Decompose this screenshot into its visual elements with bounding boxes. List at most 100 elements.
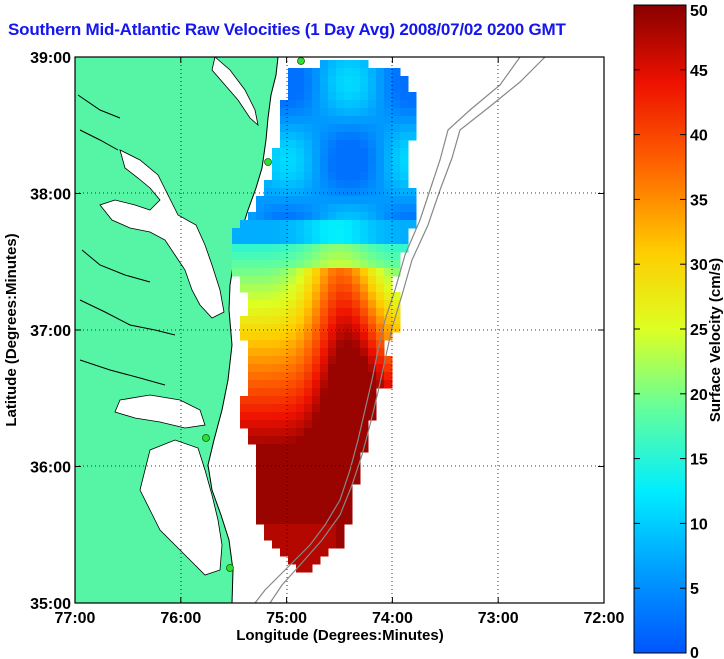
- velocity-cell: [352, 364, 361, 373]
- velocity-cell: [280, 468, 289, 477]
- velocity-cell: [256, 436, 265, 445]
- velocity-cell: [264, 428, 273, 437]
- velocity-cell: [296, 196, 305, 205]
- velocity-cell: [272, 444, 281, 453]
- velocity-cell: [336, 180, 345, 189]
- velocity-cell: [288, 180, 297, 189]
- velocity-cell: [336, 396, 345, 405]
- velocity-cell: [352, 380, 361, 389]
- velocity-cell: [320, 124, 329, 133]
- velocity-cell: [392, 124, 401, 133]
- velocity-cell: [240, 228, 249, 237]
- velocity-cell: [272, 180, 281, 189]
- velocity-cell: [312, 516, 321, 525]
- velocity-cell: [392, 300, 401, 309]
- velocity-cell: [304, 236, 313, 245]
- velocity-cell: [352, 412, 361, 421]
- station-marker: [264, 158, 272, 166]
- velocity-cell: [264, 404, 273, 413]
- velocity-cell: [256, 212, 265, 221]
- velocity-cell: [312, 228, 321, 237]
- velocity-cell: [264, 460, 273, 469]
- velocity-cell: [272, 252, 281, 261]
- velocity-cell: [392, 108, 401, 117]
- velocity-cell: [336, 356, 345, 365]
- colorbar-tick-label: 15: [690, 452, 708, 469]
- velocity-cell: [328, 500, 337, 509]
- velocity-cell: [248, 404, 257, 413]
- y-tick-label: 35:00: [30, 596, 71, 613]
- velocity-cell: [248, 316, 257, 325]
- velocity-cell: [304, 284, 313, 293]
- velocity-cell: [312, 412, 321, 421]
- velocity-cell: [304, 188, 313, 197]
- velocity-cell: [304, 372, 313, 381]
- velocity-cell: [280, 388, 289, 397]
- albemarle-sound: [114, 394, 206, 429]
- velocity-cell: [320, 300, 329, 309]
- velocity-cell: [344, 180, 353, 189]
- velocity-cell: [312, 380, 321, 389]
- velocity-cell: [344, 100, 353, 109]
- velocity-cell: [320, 548, 329, 557]
- velocity-cell: [368, 260, 377, 269]
- velocity-cell: [280, 188, 289, 197]
- velocity-cell: [320, 76, 329, 85]
- velocity-cell: [288, 124, 297, 133]
- velocity-cell: [352, 180, 361, 189]
- velocity-cell: [344, 212, 353, 221]
- velocity-cell: [336, 68, 345, 77]
- velocity-cell: [360, 428, 369, 437]
- velocity-cell: [264, 492, 273, 501]
- velocity-cell: [280, 324, 289, 333]
- velocity-cell: [352, 476, 361, 485]
- velocity-cell: [344, 276, 353, 285]
- velocity-cell: [264, 332, 273, 341]
- velocity-cell: [352, 244, 361, 253]
- velocity-cell: [304, 468, 313, 477]
- velocity-cell: [344, 428, 353, 437]
- velocity-cell: [248, 348, 257, 357]
- velocity-cell: [256, 260, 265, 269]
- velocity-cell: [328, 268, 337, 277]
- velocity-cell: [384, 92, 393, 101]
- velocity-cell: [320, 60, 329, 69]
- velocity-cell: [384, 260, 393, 269]
- velocity-cell: [336, 212, 345, 221]
- velocity-cell: [368, 276, 377, 285]
- velocity-cell: [392, 188, 401, 197]
- velocity-cell: [360, 68, 369, 77]
- velocity-cell: [392, 116, 401, 125]
- velocity-cell: [288, 140, 297, 149]
- velocity-cell: [336, 172, 345, 181]
- velocity-cell: [352, 148, 361, 157]
- velocity-cell: [328, 236, 337, 245]
- velocity-cell: [296, 492, 305, 501]
- x-tick-label: 74:00: [372, 610, 413, 627]
- velocity-cell: [336, 364, 345, 373]
- velocity-cell: [344, 60, 353, 69]
- velocity-cell: [328, 132, 337, 141]
- velocity-cell: [368, 116, 377, 125]
- velocity-cell: [352, 372, 361, 381]
- velocity-cell: [352, 420, 361, 429]
- velocity-cell: [264, 484, 273, 493]
- velocity-cell: [304, 556, 313, 565]
- velocity-cell: [352, 388, 361, 397]
- velocity-cell: [296, 172, 305, 181]
- velocity-cell: [304, 268, 313, 277]
- velocity-cell: [376, 316, 385, 325]
- velocity-cell: [336, 292, 345, 301]
- velocity-cell: [376, 372, 385, 381]
- colorbar-tick-label: 20: [690, 387, 708, 404]
- velocity-cell: [296, 100, 305, 109]
- velocity-cell: [344, 316, 353, 325]
- velocity-cell: [384, 228, 393, 237]
- velocity-cell: [280, 332, 289, 341]
- velocity-cell: [296, 260, 305, 269]
- velocity-cell: [360, 388, 369, 397]
- velocity-cell: [368, 236, 377, 245]
- velocity-cell: [376, 164, 385, 173]
- velocity-cell: [312, 452, 321, 461]
